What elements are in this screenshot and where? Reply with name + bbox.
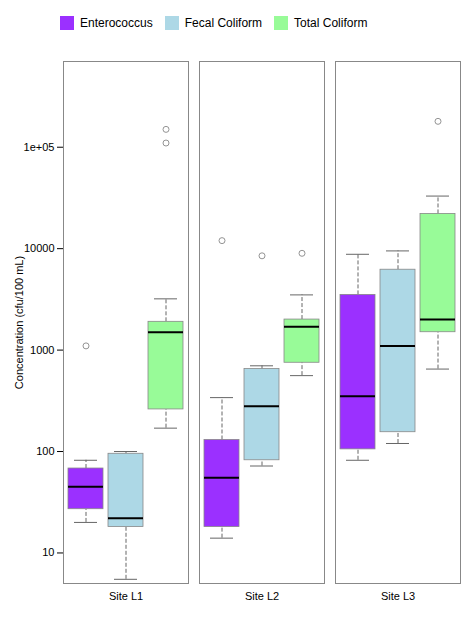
svg-text:Site L3: Site L3 bbox=[381, 590, 415, 602]
svg-text:10: 10 bbox=[42, 546, 54, 558]
html-text:Enterococcus: Enterococcus bbox=[80, 15, 153, 30]
svg-text:1e+05: 1e+05 bbox=[24, 141, 55, 153]
html-text:Total Coliform: Total Coliform bbox=[294, 15, 368, 30]
svg-text:Concentration (cfu/100 mL): Concentration (cfu/100 mL) bbox=[13, 256, 25, 389]
svg-text:100: 100 bbox=[36, 445, 54, 457]
html-text:Fecal Coliform: Fecal Coliform bbox=[184, 15, 263, 30]
svg-text:1000: 1000 bbox=[30, 344, 54, 356]
svg-text:Site L2: Site L2 bbox=[245, 590, 279, 602]
svg-text:Site L1: Site L1 bbox=[109, 590, 143, 602]
svg-text:10000: 10000 bbox=[24, 242, 55, 254]
